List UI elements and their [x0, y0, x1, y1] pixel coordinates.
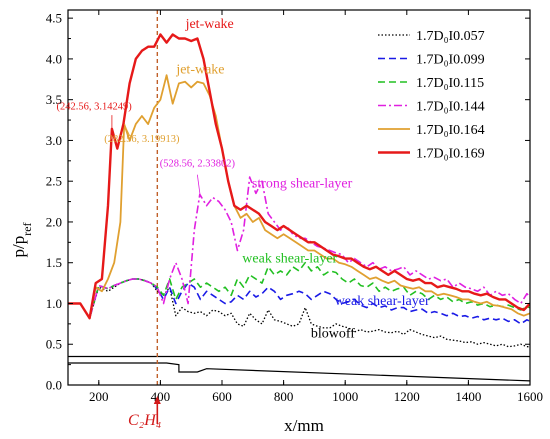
annotation-5: (528.56, 2.33802)	[160, 159, 236, 170]
series-line-5	[68, 74, 530, 320]
y-tick-label: 0.5	[46, 337, 62, 352]
annotation-9: blowoff	[311, 327, 355, 342]
y-tick-label: 3.0	[46, 133, 62, 148]
leader-line	[196, 174, 201, 195]
series-line-3	[68, 261, 530, 320]
injection-arrow-head	[153, 396, 161, 404]
annotation-3: (242.56, 3.14249)	[57, 101, 133, 112]
y-tick-label: 1.0	[46, 296, 62, 311]
y-axis-label: p/pref	[9, 222, 34, 257]
legend: 1.7D₀I0.057 1.7D₀I0.099 1.7D₀I0.115 1.7D₀I0…	[378, 29, 485, 162]
legend-label-3: 1.7D₀I0.115	[416, 76, 484, 91]
y-tick-label: 0.0	[46, 378, 62, 393]
legend-label-4: 1.7D₀I0.144	[416, 100, 485, 115]
y-tick-label: 1.5	[46, 255, 62, 270]
y-tick-label: 3.5	[46, 92, 62, 107]
annotation-2: jet-wake	[175, 63, 224, 78]
annotations: jet-wake jet-wake (242.56, 3.14249) (282.56…	[57, 17, 430, 342]
series-line-6	[68, 33, 530, 320]
x-tick-label: 1400	[455, 389, 481, 404]
x-tick-label: 1000	[332, 389, 358, 404]
annotation-8: weak shear-layer	[335, 294, 430, 309]
x-tick-label: 200	[89, 389, 109, 404]
legend-label-6: 1.7D₀I0.169	[416, 147, 485, 162]
annotation-4: (282.56, 3.19913)	[104, 134, 180, 145]
legend-label-2: 1.7D₀I0.099	[416, 53, 485, 68]
x-tick-label: 1600	[517, 389, 543, 404]
c2h4-injection-label: C₂H₄	[128, 412, 161, 429]
series-line-4	[68, 176, 530, 320]
annotation-6: strong shear-layer	[252, 177, 353, 192]
x-tick-label: 800	[274, 389, 294, 404]
y-tick-label: 2.5	[46, 174, 62, 189]
plot-content	[68, 10, 530, 385]
geometry-line-2	[68, 362, 530, 382]
x-axis-label: x/mm	[284, 416, 324, 435]
y-tick-label: 4.0	[46, 51, 62, 66]
x-tick-label: 400	[151, 389, 171, 404]
y-tick-label: 4.5	[46, 11, 62, 26]
x-tick-label: 1200	[394, 389, 420, 404]
annotation-1: jet-wake	[185, 17, 234, 32]
y-tick-label: 2.0	[46, 214, 62, 229]
legend-label-5: 1.7D₀I0.164	[416, 123, 485, 138]
annotation-7: weak shear-layer	[242, 252, 337, 267]
legend-label-1: 1.7D₀I0.057	[416, 29, 485, 44]
series-line-1	[68, 278, 530, 348]
axes: 0.0 0.5 1.0 1.5 2.0 2.5 3.0 3.5 4.0 4.5 200 400 600 8…	[46, 9, 543, 424]
plot-frame	[67, 9, 531, 386]
leader-line	[123, 124, 130, 136]
x-tick-label: 600	[212, 389, 232, 404]
series-line-2	[68, 278, 530, 325]
